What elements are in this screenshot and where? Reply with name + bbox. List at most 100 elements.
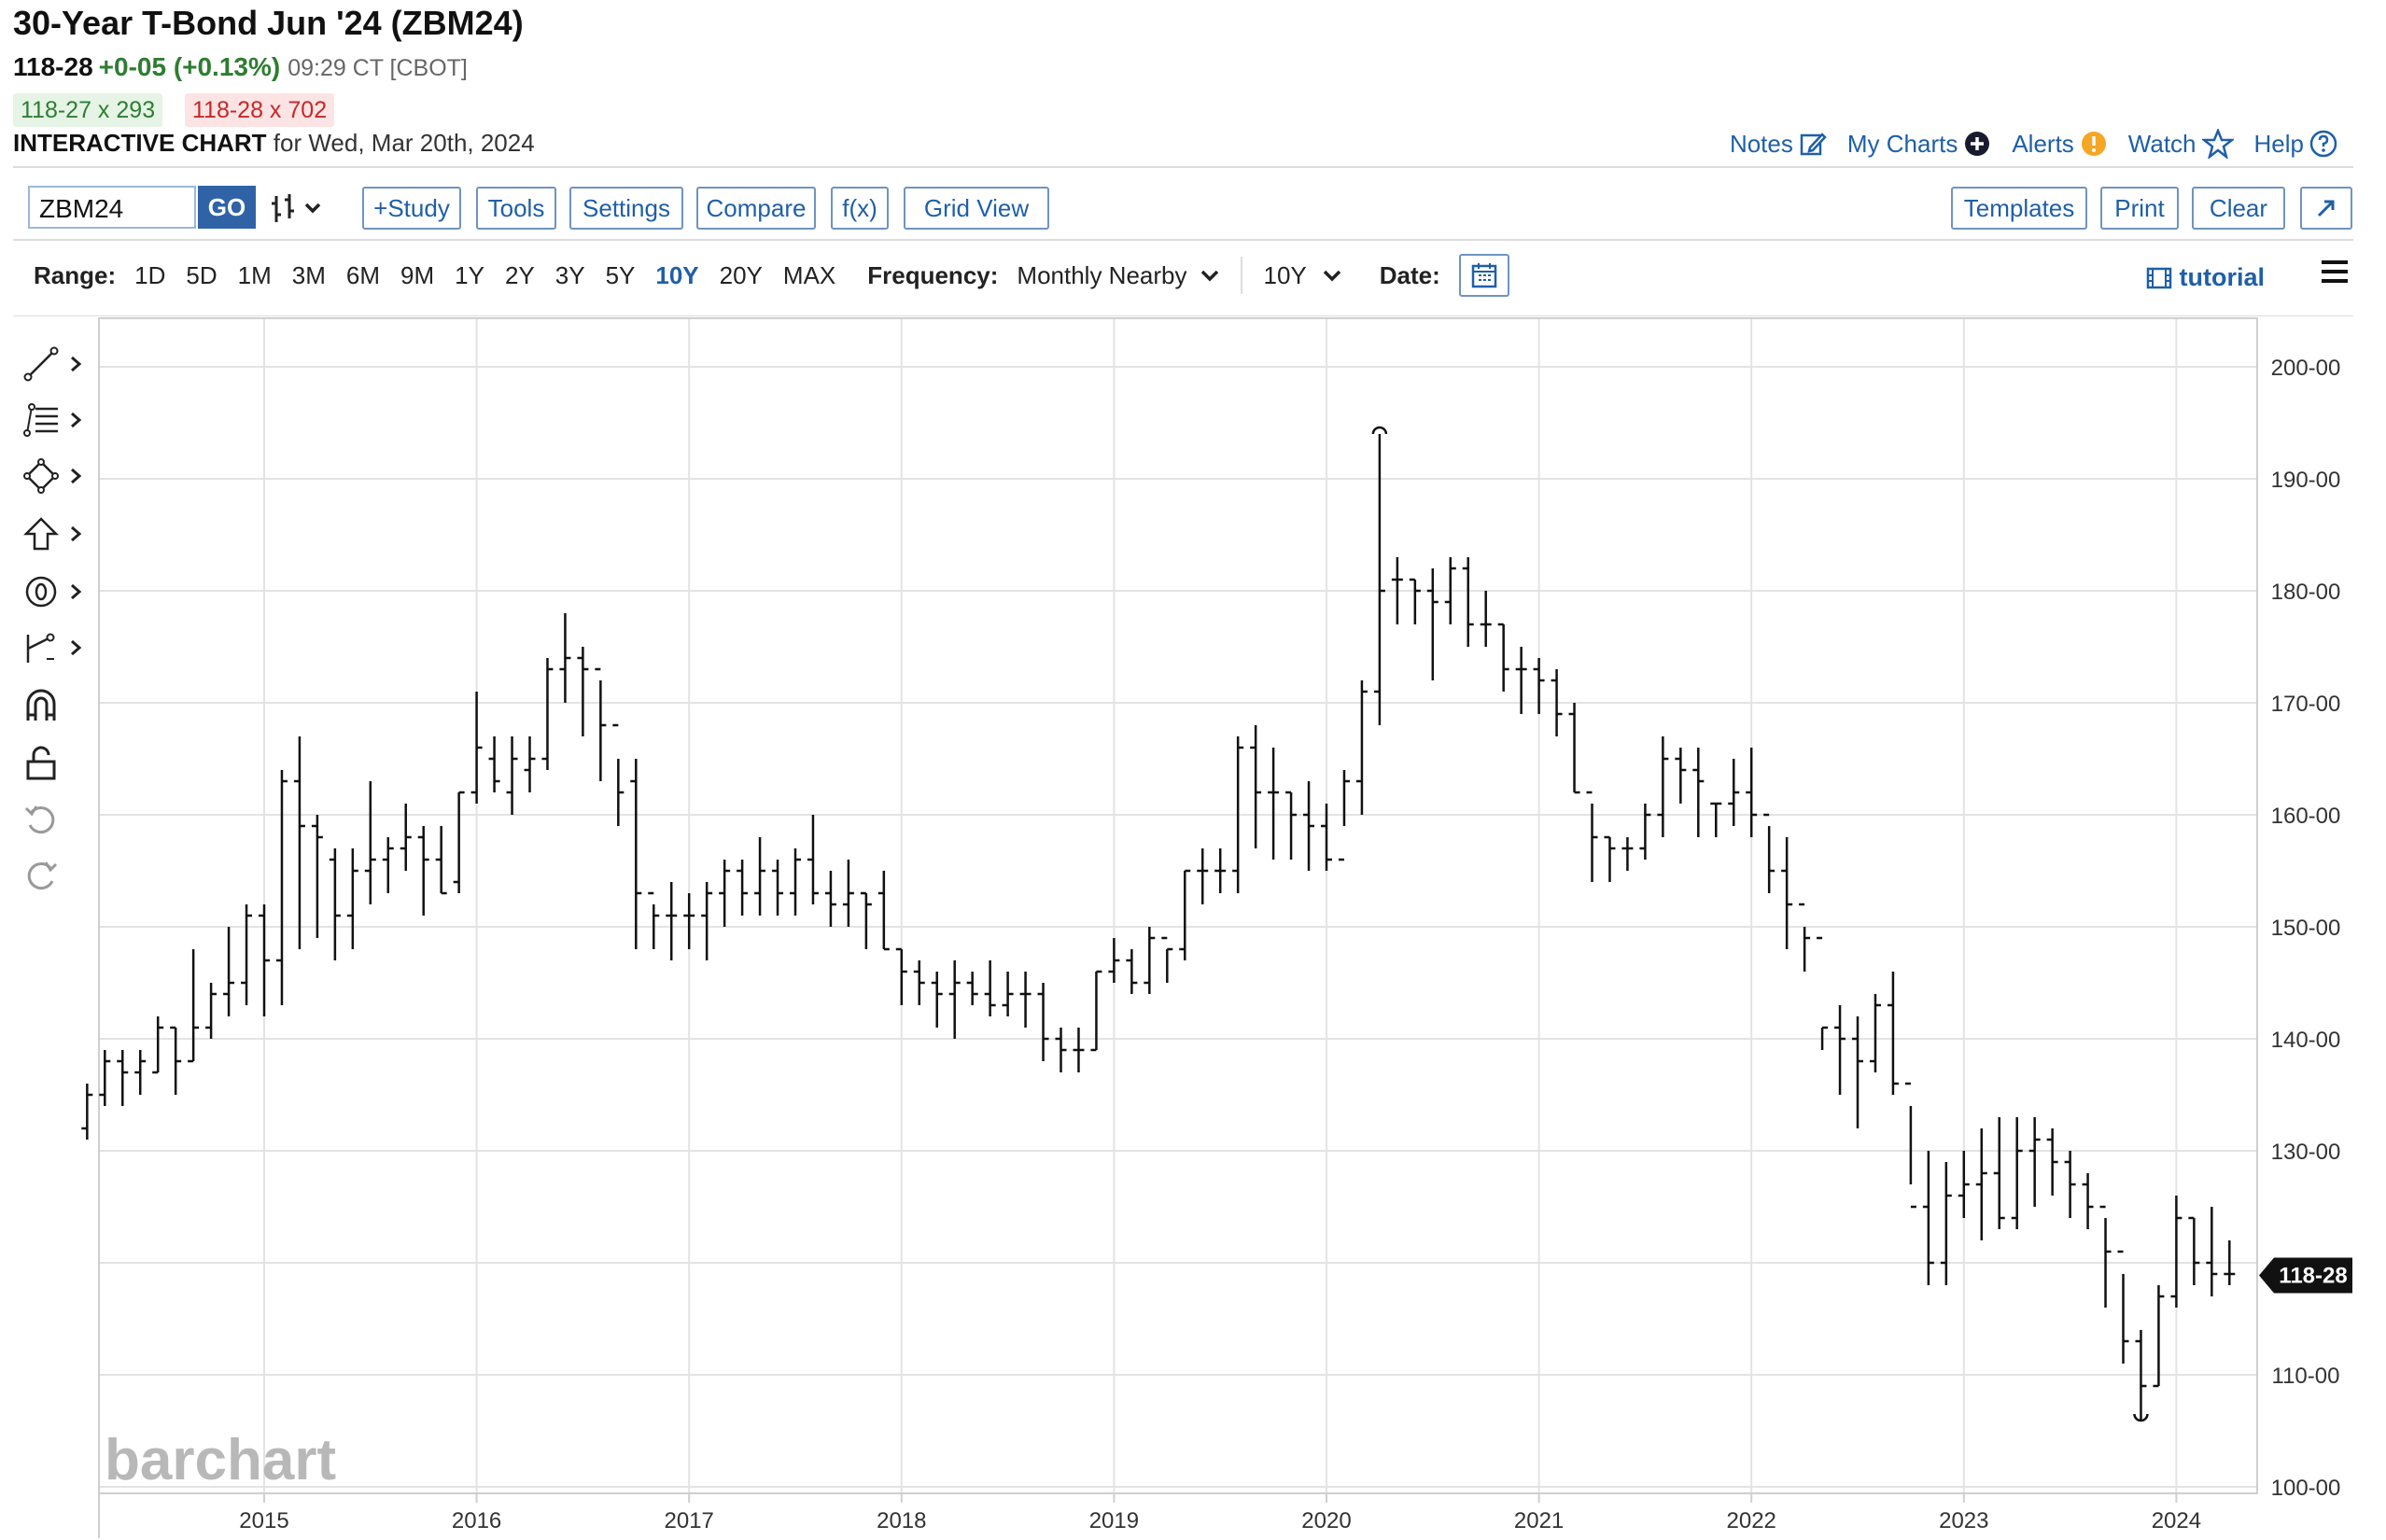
chart-type-selector[interactable]	[269, 192, 329, 231]
x-tick-label: 2018	[877, 1508, 926, 1533]
date-label: Date:	[1379, 260, 1440, 289]
tool-arrow[interactable]	[22, 513, 88, 554]
range-1m[interactable]: 1M	[237, 260, 272, 289]
clear-button[interactable]: Clear	[2192, 187, 2285, 230]
ohlc-bar	[117, 1050, 129, 1106]
ohlc-bar	[1887, 972, 1899, 1095]
range-3m[interactable]: 3M	[291, 260, 326, 289]
chart-label: INTERACTIVE CHART	[13, 129, 267, 157]
tool-measure[interactable]	[22, 627, 88, 668]
high-marker	[1371, 426, 1388, 435]
ohlc-bar	[259, 904, 270, 1016]
expand-button[interactable]	[2300, 187, 2352, 230]
ohlc-bar	[807, 815, 819, 904]
range-1d[interactable]: 1D	[134, 260, 166, 289]
x-tick-label: 2023	[1939, 1508, 1988, 1533]
ohlc-bar	[577, 647, 589, 736]
range-3y[interactable]: 3Y	[554, 260, 585, 289]
tool-undo[interactable]	[22, 799, 88, 840]
ohlc-bars-icon	[272, 194, 321, 222]
frequency-select[interactable]: Monthly Nearby	[1017, 261, 1220, 290]
ohlc-bar	[1090, 970, 1102, 1052]
chart-gridlines	[99, 318, 2257, 1503]
ohlc-bar	[1462, 557, 1474, 647]
ohlc-bar	[895, 947, 907, 1005]
tool-marker[interactable]	[22, 571, 88, 612]
range-5d[interactable]: 5D	[186, 260, 218, 289]
range-9m[interactable]: 9M	[400, 260, 435, 289]
ohlc-bar	[824, 871, 836, 927]
ohlc-bar	[1055, 1028, 1067, 1072]
ohlc-bar	[1904, 1082, 1916, 1209]
notes-link[interactable]: Notes	[1730, 130, 1827, 159]
range-10y[interactable]: 10Y	[655, 260, 699, 289]
ohlc-bar	[2188, 1216, 2200, 1285]
ohlc-bar	[948, 960, 961, 1039]
ohlc-bar	[364, 781, 376, 904]
ohlc-bar	[877, 871, 890, 951]
ohlc-bar	[2117, 1250, 2129, 1364]
date-picker-button[interactable]	[1458, 254, 1509, 297]
ohlc-bar	[984, 960, 996, 1016]
help-icon	[2309, 130, 2337, 158]
range-5y[interactable]: 5Y	[605, 260, 636, 289]
watch-link[interactable]: Watch	[2128, 129, 2234, 159]
grid-view-button[interactable]: Grid View	[904, 187, 1049, 230]
study-button[interactable]: +Study	[362, 187, 461, 230]
period-select[interactable]: 10Y	[1263, 261, 1341, 290]
symbol-input[interactable]: ZBM24	[28, 186, 196, 229]
alerts-link[interactable]: Alerts	[2012, 130, 2107, 159]
x-tick-label: 2015	[239, 1508, 288, 1533]
measure-icon	[26, 633, 55, 663]
tool-line[interactable]	[22, 343, 88, 385]
ohlc-bar	[2028, 1117, 2041, 1207]
ohlc-bar	[1869, 994, 1881, 1072]
quote-time: 09:29 CT [CBOT]	[288, 55, 468, 81]
tool-magnet[interactable]	[22, 685, 88, 726]
ohlc-bar	[2046, 1128, 2058, 1196]
range-20y[interactable]: 20Y	[719, 260, 763, 289]
ohlc-bar	[966, 972, 978, 1005]
print-button[interactable]: Print	[2100, 187, 2179, 230]
menu-button[interactable]	[2319, 258, 2351, 290]
settings-button[interactable]: Settings	[569, 187, 683, 230]
range-max[interactable]: MAX	[782, 260, 836, 289]
go-button[interactable]: GO	[198, 186, 256, 229]
ohlc-bar	[2064, 1151, 2076, 1218]
ohlc-bar	[1391, 557, 1403, 624]
film-icon	[2146, 267, 2171, 288]
low-marker	[2133, 1413, 2149, 1422]
help-link[interactable]: Help	[2254, 130, 2337, 159]
toolbar-divider	[13, 239, 2353, 241]
tool-shapes[interactable]	[22, 455, 88, 497]
chevron-down-icon	[1323, 270, 1340, 282]
my-charts-link[interactable]: My Charts	[1847, 130, 1991, 159]
x-tick-label: 2019	[1089, 1508, 1139, 1533]
chevron-right-icon	[71, 525, 82, 542]
tools-button[interactable]: Tools	[476, 187, 556, 230]
range-6m[interactable]: 6M	[345, 260, 380, 289]
compare-button[interactable]: Compare	[696, 187, 816, 230]
tool-lock[interactable]	[22, 743, 88, 784]
plus-circle-icon	[1965, 132, 1990, 156]
ohlc-bar	[754, 837, 766, 916]
x-axis-labels: 2015 2016 2017 2018 2019 2020 2021 2022 2023 2024	[239, 1508, 2201, 1533]
ohlc-bar	[1763, 813, 1775, 893]
range-1y[interactable]: 1Y	[455, 260, 484, 289]
x-tick-label: 2024	[2152, 1508, 2201, 1533]
templates-button[interactable]: Templates	[1951, 187, 2087, 230]
undo-icon	[24, 805, 55, 834]
range-bar: Range: 1D 5D 1M 3M 6M 9M 1Y 2Y 3Y 5Y 10Y…	[34, 254, 1509, 297]
ohlc-bar	[1409, 578, 1421, 624]
ohlc-bar	[417, 826, 429, 916]
tool-fib[interactable]	[22, 399, 88, 441]
tutorial-link[interactable]: tutorial	[2146, 263, 2265, 292]
range-2y[interactable]: 2Y	[504, 260, 535, 289]
ohlc-bar	[524, 736, 536, 792]
chevron-right-icon	[71, 468, 82, 484]
tool-redo[interactable]	[22, 855, 88, 896]
notes-label: Notes	[1729, 129, 1793, 158]
fx-button[interactable]: f(x)	[831, 187, 889, 230]
chevron-right-icon	[71, 356, 82, 372]
